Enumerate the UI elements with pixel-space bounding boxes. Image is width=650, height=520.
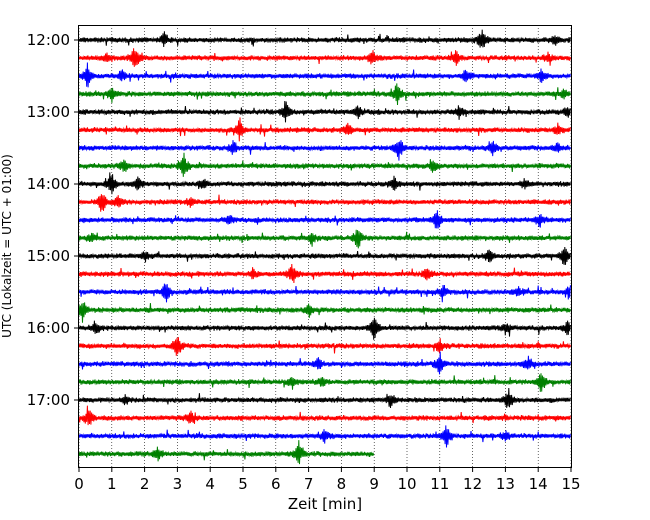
- x-tick-label: 12: [463, 475, 482, 493]
- trace-1500: [78, 246, 571, 265]
- trace-1730: [78, 425, 571, 448]
- plot-frame: [78, 25, 572, 468]
- trace-1245: [78, 83, 571, 106]
- trace-1345: [78, 152, 571, 177]
- trace-1300: [78, 100, 571, 123]
- trace-1745: [78, 440, 375, 465]
- trace-1215: [78, 48, 571, 67]
- trace-1445: [78, 229, 571, 249]
- x-tick-label: 15: [561, 475, 580, 493]
- trace-1530: [78, 283, 571, 303]
- trace-1645: [78, 373, 571, 392]
- x-tick-label: 9: [369, 475, 379, 493]
- x-tick-label: 1: [107, 475, 117, 493]
- trace-1715: [78, 405, 571, 426]
- trace-1330: [78, 140, 571, 161]
- x-tick-label: 13: [496, 475, 515, 493]
- x-axis-ticks: 0 1 2 3 4 5 6 7 8 9 10 11 12 13 14 15: [74, 467, 581, 493]
- x-tick-label: 11: [430, 475, 449, 493]
- y-tick-label: 12:00: [27, 31, 70, 49]
- y-tick-label: 13:00: [27, 103, 70, 121]
- y-axis-ticks: 12:00 13:00 14:00 15:00 16:00 17:00: [27, 31, 79, 409]
- x-tick-label: 3: [173, 475, 183, 493]
- seismic-traces: [78, 29, 571, 465]
- y-axis-title: UTC (Lokalzeit = UTC + 01:00): [0, 154, 14, 338]
- trace-1315: [78, 117, 571, 142]
- x-tick-label: 7: [304, 475, 314, 493]
- x-tick-label: 4: [205, 475, 215, 493]
- trace-1200: [78, 29, 571, 48]
- trace-1400: [78, 172, 571, 195]
- x-tick-label: 14: [529, 475, 548, 493]
- y-tick-label: 17:00: [27, 391, 70, 409]
- trace-1230: [78, 62, 571, 88]
- x-tick-label: 5: [238, 475, 248, 493]
- trace-1415: [78, 194, 571, 212]
- trace-1630: [78, 351, 571, 375]
- x-axis-title: Zeit [min]: [288, 495, 362, 513]
- trace-1700: [78, 387, 571, 409]
- x-tick-label: 8: [337, 475, 347, 493]
- trace-1600: [78, 317, 571, 340]
- trace-1430: [78, 210, 571, 229]
- x-tick-label: 0: [74, 475, 84, 493]
- trace-1515: [78, 263, 571, 284]
- x-tick-label: 10: [397, 475, 416, 493]
- x-tick-label: 2: [140, 475, 150, 493]
- trace-1615: [78, 337, 571, 356]
- x-tick-label: 6: [271, 475, 281, 493]
- y-tick-label: 15:00: [27, 247, 70, 265]
- y-tick-label: 14:00: [27, 175, 70, 193]
- y-tick-label: 16:00: [27, 319, 70, 337]
- trace-1545: [78, 302, 571, 323]
